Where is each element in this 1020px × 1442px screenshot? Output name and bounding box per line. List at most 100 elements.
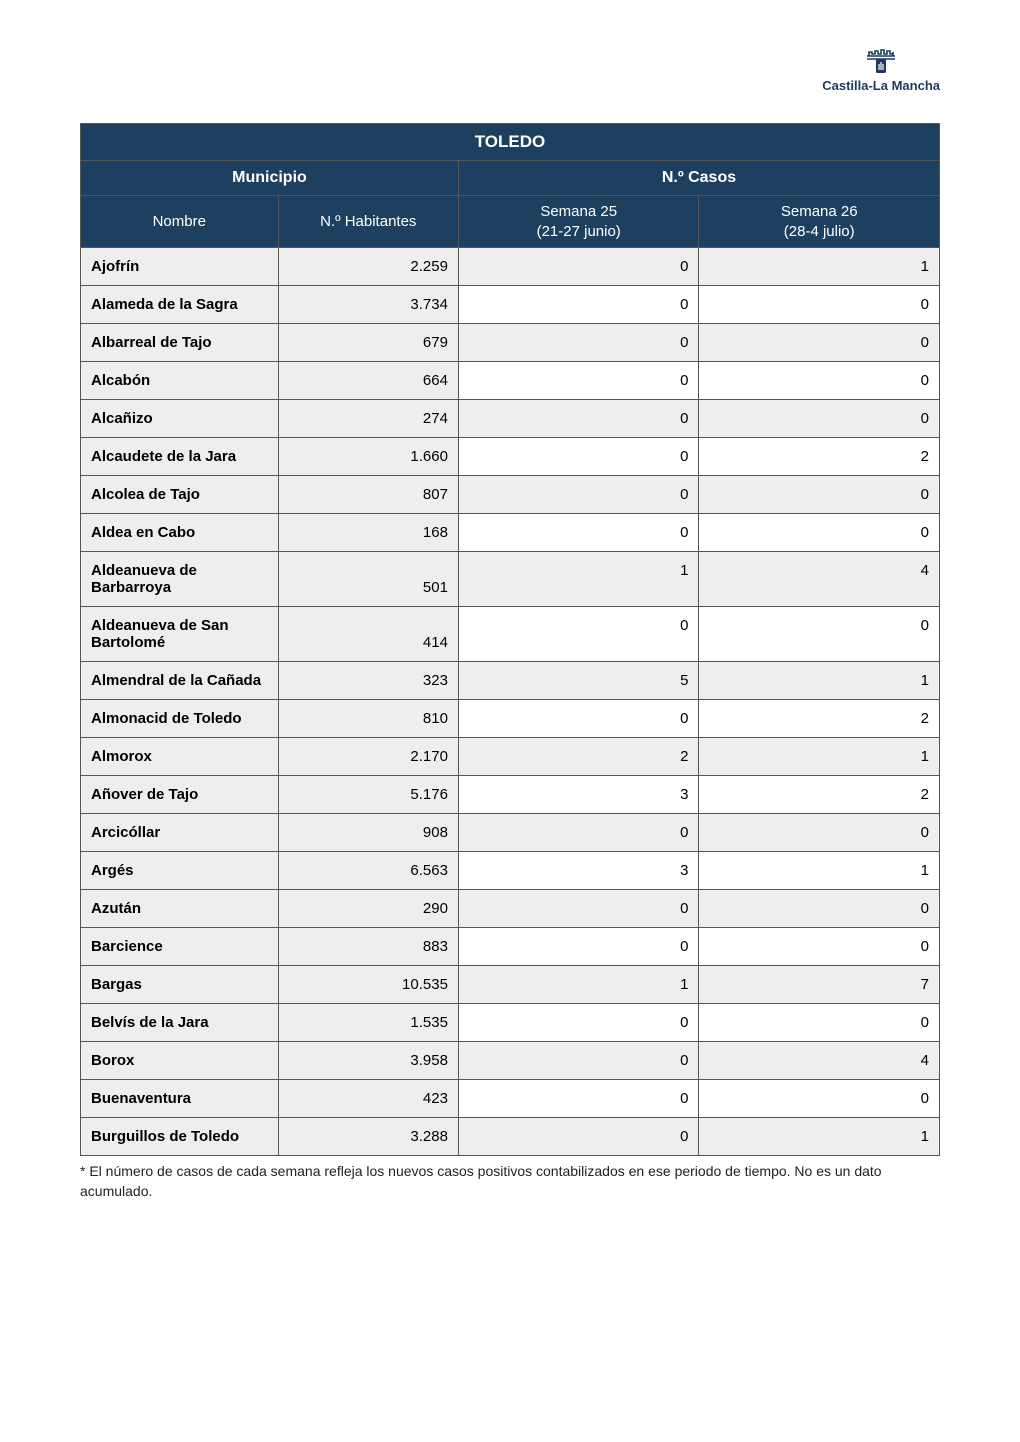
- cell-semana26: 0: [699, 607, 940, 662]
- cell-habitantes: 414: [278, 607, 458, 662]
- col-w26-l1: Semana 26: [781, 203, 858, 220]
- cell-semana26: 0: [699, 814, 940, 852]
- cell-semana26: 2: [699, 700, 940, 738]
- cell-habitantes: 274: [278, 400, 458, 438]
- table-row: Arcicóllar90800: [81, 814, 940, 852]
- cell-semana26: 0: [699, 476, 940, 514]
- cell-semana26: 0: [699, 286, 940, 324]
- cell-semana26: 0: [699, 890, 940, 928]
- table-row: Argés6.56331: [81, 852, 940, 890]
- cell-nombre: Burguillos de Toledo: [81, 1118, 279, 1156]
- cell-semana26: 0: [699, 324, 940, 362]
- cell-semana25: 1: [458, 966, 699, 1004]
- table-row: Alcabón66400: [81, 362, 940, 400]
- cell-nombre: Aldea en Cabo: [81, 514, 279, 552]
- cell-nombre: Azután: [81, 890, 279, 928]
- cell-habitantes: 423: [278, 1080, 458, 1118]
- cell-semana25: 0: [458, 1004, 699, 1042]
- cell-semana25: 0: [458, 362, 699, 400]
- cell-habitantes: 810: [278, 700, 458, 738]
- cell-habitantes: 501: [278, 552, 458, 607]
- table-row: Belvís de la Jara1.53500: [81, 1004, 940, 1042]
- col-habitantes: N.º Habitantes: [278, 196, 458, 248]
- cell-nombre: Bargas: [81, 966, 279, 1004]
- table-row: Bargas10.53517: [81, 966, 940, 1004]
- col-semana25: Semana 25 (21-27 junio): [458, 196, 699, 248]
- cell-habitantes: 1.535: [278, 1004, 458, 1042]
- cell-semana26: 0: [699, 362, 940, 400]
- cell-nombre: Alcabón: [81, 362, 279, 400]
- cell-nombre: Añover de Tajo: [81, 776, 279, 814]
- logo-wrap: Castilla-La Mancha: [80, 40, 940, 93]
- cell-semana25: 0: [458, 400, 699, 438]
- cell-semana26: 2: [699, 438, 940, 476]
- col-semana26: Semana 26 (28-4 julio): [699, 196, 940, 248]
- page: Castilla-La Mancha TOLEDO Municipio N.º …: [0, 0, 1020, 1261]
- cell-semana26: 0: [699, 400, 940, 438]
- table-row: Alameda de la Sagra3.73400: [81, 286, 940, 324]
- cell-semana26: 1: [699, 248, 940, 286]
- cell-nombre: Aldeanueva de Barbarroya: [81, 552, 279, 607]
- cell-habitantes: 883: [278, 928, 458, 966]
- table-row: Almorox2.17021: [81, 738, 940, 776]
- table-row: Alcañizo27400: [81, 400, 940, 438]
- cell-semana26: 4: [699, 1042, 940, 1080]
- cell-nombre: Almonacid de Toledo: [81, 700, 279, 738]
- cell-semana25: 0: [458, 814, 699, 852]
- cell-nombre: Alcolea de Tajo: [81, 476, 279, 514]
- cell-habitantes: 2.259: [278, 248, 458, 286]
- cell-semana26: 1: [699, 852, 940, 890]
- cell-habitantes: 3.288: [278, 1118, 458, 1156]
- table-row: Alcolea de Tajo80700: [81, 476, 940, 514]
- table-row: Aldea en Cabo16800: [81, 514, 940, 552]
- cell-semana25: 0: [458, 607, 699, 662]
- cell-habitantes: 908: [278, 814, 458, 852]
- cell-nombre: Belvís de la Jara: [81, 1004, 279, 1042]
- cell-habitantes: 6.563: [278, 852, 458, 890]
- table-row: Barcience88300: [81, 928, 940, 966]
- table-row: Alcaudete de la Jara1.66002: [81, 438, 940, 476]
- table-row: Buenaventura42300: [81, 1080, 940, 1118]
- table-head: TOLEDO Municipio N.º Casos Nombre N.º Ha…: [81, 124, 940, 248]
- cell-semana26: 1: [699, 662, 940, 700]
- cell-semana26: 0: [699, 514, 940, 552]
- cell-semana25: 2: [458, 738, 699, 776]
- cell-habitantes: 290: [278, 890, 458, 928]
- col-group-municipio: Municipio: [81, 161, 459, 196]
- cell-nombre: Almorox: [81, 738, 279, 776]
- cell-semana26: 1: [699, 738, 940, 776]
- table-row: Azután29000: [81, 890, 940, 928]
- col-w26-l2: (28-4 julio): [784, 223, 855, 240]
- cell-nombre: Alcañizo: [81, 400, 279, 438]
- cell-semana25: 0: [458, 890, 699, 928]
- col-nombre: Nombre: [81, 196, 279, 248]
- cell-habitantes: 3.958: [278, 1042, 458, 1080]
- cell-semana26: 4: [699, 552, 940, 607]
- cell-habitantes: 168: [278, 514, 458, 552]
- cell-nombre: Alameda de la Sagra: [81, 286, 279, 324]
- cell-nombre: Arcicóllar: [81, 814, 279, 852]
- cell-habitantes: 1.660: [278, 438, 458, 476]
- cell-habitantes: 679: [278, 324, 458, 362]
- cell-semana26: 2: [699, 776, 940, 814]
- table-title: TOLEDO: [81, 124, 940, 161]
- table-row: Almonacid de Toledo81002: [81, 700, 940, 738]
- castle-icon: [864, 40, 898, 76]
- table-row: Ajofrín2.25901: [81, 248, 940, 286]
- col-group-casos: N.º Casos: [458, 161, 939, 196]
- col-w25-l1: Semana 25: [540, 203, 617, 220]
- cell-semana25: 0: [458, 1042, 699, 1080]
- cell-semana26: 1: [699, 1118, 940, 1156]
- cell-nombre: Argés: [81, 852, 279, 890]
- data-table: TOLEDO Municipio N.º Casos Nombre N.º Ha…: [80, 123, 940, 1156]
- cell-semana25: 3: [458, 776, 699, 814]
- cell-habitantes: 323: [278, 662, 458, 700]
- cell-nombre: Aldeanueva de San Bartolomé: [81, 607, 279, 662]
- table-row: Borox3.95804: [81, 1042, 940, 1080]
- table-row: Almendral de la Cañada32351: [81, 662, 940, 700]
- cell-habitantes: 807: [278, 476, 458, 514]
- table-row: Aldeanueva de San Bartolomé41400: [81, 607, 940, 662]
- cell-habitantes: 3.734: [278, 286, 458, 324]
- cell-habitantes: 2.170: [278, 738, 458, 776]
- cell-semana25: 3: [458, 852, 699, 890]
